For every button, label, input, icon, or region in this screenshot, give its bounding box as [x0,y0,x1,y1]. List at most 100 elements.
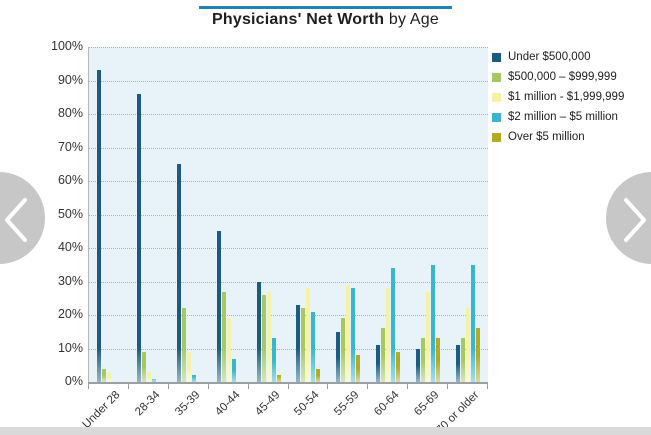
legend-label: Under $500,000 [508,51,591,63]
y-axis-label: 100% [51,39,83,53]
y-axis-label: 30% [57,273,83,288]
bar [386,288,391,382]
y-axis-label: 10% [57,340,83,355]
legend-swatch-icon [492,72,501,82]
bar [141,351,146,382]
axis-tick [487,384,488,389]
bar [216,231,221,382]
bar-group [89,47,129,382]
y-axis-label: 20% [57,307,83,321]
legend-label: $500,000 – $999,999 [508,71,617,83]
gridline [89,114,488,115]
bar-group [249,47,289,382]
bar [106,371,111,382]
bar [191,375,196,382]
gridline [89,181,488,182]
bar-group [209,47,249,382]
axis-tick [127,384,129,389]
bar [296,304,301,382]
chart-legend: Under $500,000 $500,000 – $999,999 $1 mill… [492,47,624,147]
page-title-main: Physicians' Net Worth [212,11,385,28]
legend-swatch-icon [492,52,501,62]
next-button[interactable] [606,172,651,264]
bar [391,268,396,382]
chevron-right-icon [624,198,646,242]
y-axis-label: 90% [57,72,83,87]
gridline [89,214,488,216]
legend-label: $1 million - $1,999,999 [508,91,625,103]
bar [176,164,181,382]
y-axis-label: 40% [57,240,83,254]
page-title-suffix: by Age [384,11,439,28]
bar-group [368,47,408,382]
axis-tick [88,384,89,389]
bar [476,328,481,382]
title-rule [199,6,452,9]
legend-item: $2 million – $5 million [492,107,624,127]
gridline [89,147,488,149]
bar-group [408,47,448,382]
axis-tick [167,384,169,389]
bar [186,351,191,382]
bar [396,351,401,382]
bar [276,375,281,382]
gridline [89,47,488,48]
y-axis-label: 50% [57,206,83,221]
bar [466,308,471,382]
bar [101,368,106,382]
y-axis-label: 70% [57,139,83,154]
bar [256,281,261,382]
bar [231,358,236,382]
bar [316,368,321,382]
legend-swatch-icon [492,132,501,142]
axis-tick [207,384,209,389]
bar [381,328,386,382]
bar [421,338,426,382]
axis-tick [407,384,409,389]
bar [96,70,101,382]
bar [341,318,346,382]
bar [436,338,441,382]
bar [356,355,361,382]
bar [376,345,381,382]
bar [306,288,311,382]
y-axis-label: 60% [57,173,83,187]
gridline [89,80,488,82]
axis-tick [247,384,249,389]
legend-swatch-icon [492,112,501,122]
legend-label: $2 million – $5 million [508,111,618,123]
x-axis-line [88,382,488,384]
axis-tick [327,384,329,389]
bar [456,345,461,382]
y-axis-label: 0% [64,374,83,388]
axis-tick [447,384,449,389]
bar [146,371,151,382]
bar-group [129,47,169,382]
bottom-strip [0,427,651,435]
bar [336,331,341,382]
bar-group [289,47,329,382]
bar [416,348,421,382]
bar [426,291,431,382]
axis-tick [287,384,289,389]
bar [266,291,271,382]
axis-tick [367,384,369,389]
legend-item: $500,000 – $999,999 [492,67,624,87]
legend-swatch-icon [492,92,501,102]
gridline [89,315,488,316]
y-axis-label: 80% [57,106,83,120]
bar-group [169,47,209,382]
legend-item: Over $5 million [492,127,624,147]
bar [431,264,436,382]
bar [181,308,186,382]
bar [261,294,266,382]
bar [221,291,226,382]
bar-group [328,47,368,382]
bar [226,318,231,382]
legend-item: Under $500,000 [492,47,624,67]
bar [301,308,306,382]
bar [271,338,276,382]
bar [471,264,476,382]
bar [151,378,156,382]
